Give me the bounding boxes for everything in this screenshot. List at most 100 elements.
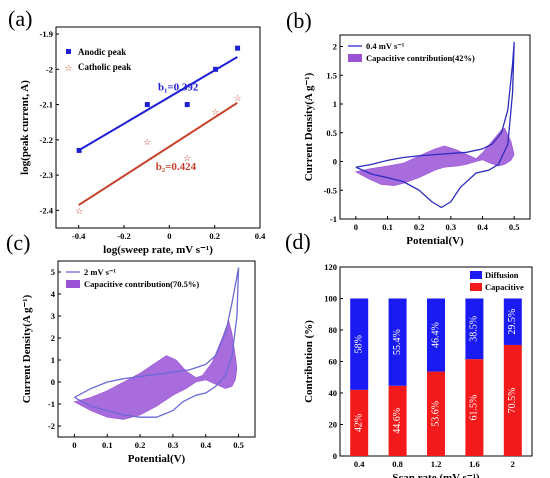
y-tick-label: -2.4 xyxy=(40,205,54,215)
x-axis-title: Potential(V) xyxy=(406,235,464,247)
panel-d: (d) 0 20 40 60 80 100 120 0.4 0.8 1.2 1.6 2 Scan rate… xyxy=(285,229,533,478)
y-tick-label: 1.5 xyxy=(326,70,337,80)
x-tick-label: 1.6 xyxy=(469,459,480,469)
bar-data-label: 44.6% xyxy=(392,408,403,434)
fit-line xyxy=(78,56,238,152)
y-axis-title: Contribution (%) xyxy=(303,320,315,403)
y-tick-label: 2 xyxy=(51,333,55,343)
x-tick-label: 0.4 xyxy=(255,231,266,241)
x-tick-label: 0.2 xyxy=(135,440,146,450)
bar-diffusion xyxy=(503,298,522,345)
panel-label: (a) xyxy=(8,6,32,31)
bar-diffusion xyxy=(388,298,407,386)
x-tick-label: 0.3 xyxy=(168,440,179,450)
legend-label: Capacitive contribution(42%) xyxy=(366,53,475,63)
panel-label: (c) xyxy=(6,230,30,255)
x-tick-label: 0.4 xyxy=(200,440,211,450)
y-tick-label: 80 xyxy=(329,325,338,335)
y-tick-label: 2 xyxy=(333,42,337,52)
y-tick-label: 100 xyxy=(324,294,337,304)
x-tick-label: -0.4 xyxy=(72,231,86,241)
y-axis-title: Current Density(A g⁻¹) xyxy=(303,72,315,181)
legend-label: Catholic peak xyxy=(78,62,131,72)
x-tick-label: 0 xyxy=(354,222,358,232)
y-tick-label: 20 xyxy=(329,420,338,430)
panel-c: (c) -2 -1 0 1 2 3 4 5 0 0.1 0.2 0.3 0.4 0.5 Potential(V… xyxy=(6,230,256,465)
x-tick-label: 0.3 xyxy=(446,222,457,232)
y-tick-label: 0 xyxy=(333,451,337,461)
bar-data-label: 46.4% xyxy=(430,322,441,348)
x-tick-label: 0 xyxy=(167,231,171,241)
x-tick-label: 0.2 xyxy=(209,231,220,241)
capacitive-area xyxy=(73,319,238,420)
data-point: ☆ xyxy=(143,137,151,147)
y-tick-label: 4 xyxy=(51,289,56,299)
x-tick-label: 0.4 xyxy=(354,459,365,469)
x-tick-label: 0 xyxy=(72,440,76,450)
y-tick-label: 0 xyxy=(51,377,55,387)
y-tick-label: -2.3 xyxy=(40,170,53,180)
legend-label: Diffusion xyxy=(485,270,519,280)
y-tick-label: 1 xyxy=(51,355,55,365)
legend-swatch xyxy=(470,283,482,291)
legend-swatch xyxy=(348,54,362,62)
fit-label: b₁=0.392 xyxy=(158,81,199,93)
plot-frame xyxy=(55,26,261,229)
x-tick-label: 0.5 xyxy=(233,440,244,450)
bar-diffusion xyxy=(465,298,484,360)
legend-label: Capacitive xyxy=(485,282,524,292)
capacitive-area xyxy=(354,127,515,186)
y-tick-label: 40 xyxy=(329,388,338,398)
plot-area: ☆ ☆ ☆ ☆ ☆ xyxy=(75,45,242,216)
data-point: ☆ xyxy=(212,107,220,117)
plot-frame xyxy=(57,260,256,438)
cv-curve xyxy=(74,267,240,418)
data-point xyxy=(184,102,190,108)
bar-capacitive xyxy=(388,385,407,456)
x-axis-title: Potential(V) xyxy=(128,453,186,465)
data-point: ☆ xyxy=(183,153,191,163)
legend-swatch xyxy=(470,271,482,279)
data-point: ☆ xyxy=(234,93,242,103)
bar-diffusion xyxy=(350,298,369,390)
plot-frame xyxy=(339,34,531,220)
bar-capacitive xyxy=(503,344,522,456)
y-tick-label: -0.5 xyxy=(324,185,337,195)
bar-data-label: 29.5% xyxy=(507,309,518,335)
x-tick-label: 0.5 xyxy=(509,222,520,232)
panel-a: (a) -2.4 -2.3 -2.2 -2.1 -2 -1.9 -0.4 -0.2 0 0.2 0.4… xyxy=(8,6,266,256)
x-tick-label: 0.2 xyxy=(414,222,425,232)
plot-area xyxy=(350,298,522,456)
bar-data-label: 61.5% xyxy=(469,395,480,421)
bar-data-label: 53.6% xyxy=(430,401,441,427)
x-tick-label: 0.1 xyxy=(382,222,393,232)
legend-label: 0.4 mV s⁻¹ xyxy=(366,41,405,51)
x-axis-title: log(sweep rate, mV s⁻¹) xyxy=(103,244,213,256)
x-tick-label: 0.1 xyxy=(102,440,113,450)
bar-data-label: 55.4% xyxy=(392,329,403,355)
data-point xyxy=(235,45,241,51)
legend-swatch xyxy=(66,280,80,288)
x-tick-label: 0.8 xyxy=(392,459,403,469)
legend-label: Capacitive contribution(70.5%) xyxy=(84,279,199,289)
y-axis-title: log(peak current, A) xyxy=(19,80,31,175)
fit-label: b₂=0.424 xyxy=(156,161,197,173)
bar-capacitive xyxy=(465,359,484,456)
y-tick-label: 0.5 xyxy=(326,128,337,138)
bar-diffusion xyxy=(427,298,445,372)
data-point: ☆ xyxy=(75,206,83,216)
x-tick-label: 1.2 xyxy=(431,459,442,469)
y-axis-title: Current Density(A g⁻¹) xyxy=(21,294,33,403)
y-tick-label: 120 xyxy=(324,262,337,272)
y-tick-label: 5 xyxy=(51,267,55,277)
panel-label: (b) xyxy=(286,8,312,33)
data-point xyxy=(144,102,150,108)
y-tick-label: -2.1 xyxy=(40,100,53,110)
cv-curve xyxy=(355,41,515,209)
bar-data-label: 70.5% xyxy=(507,388,518,414)
y-tick-label: 0 xyxy=(333,157,337,167)
y-tick-label: -2 xyxy=(48,421,55,431)
legend-marker: ☆ xyxy=(64,63,72,73)
bar-data-label: 38.5% xyxy=(469,316,480,342)
